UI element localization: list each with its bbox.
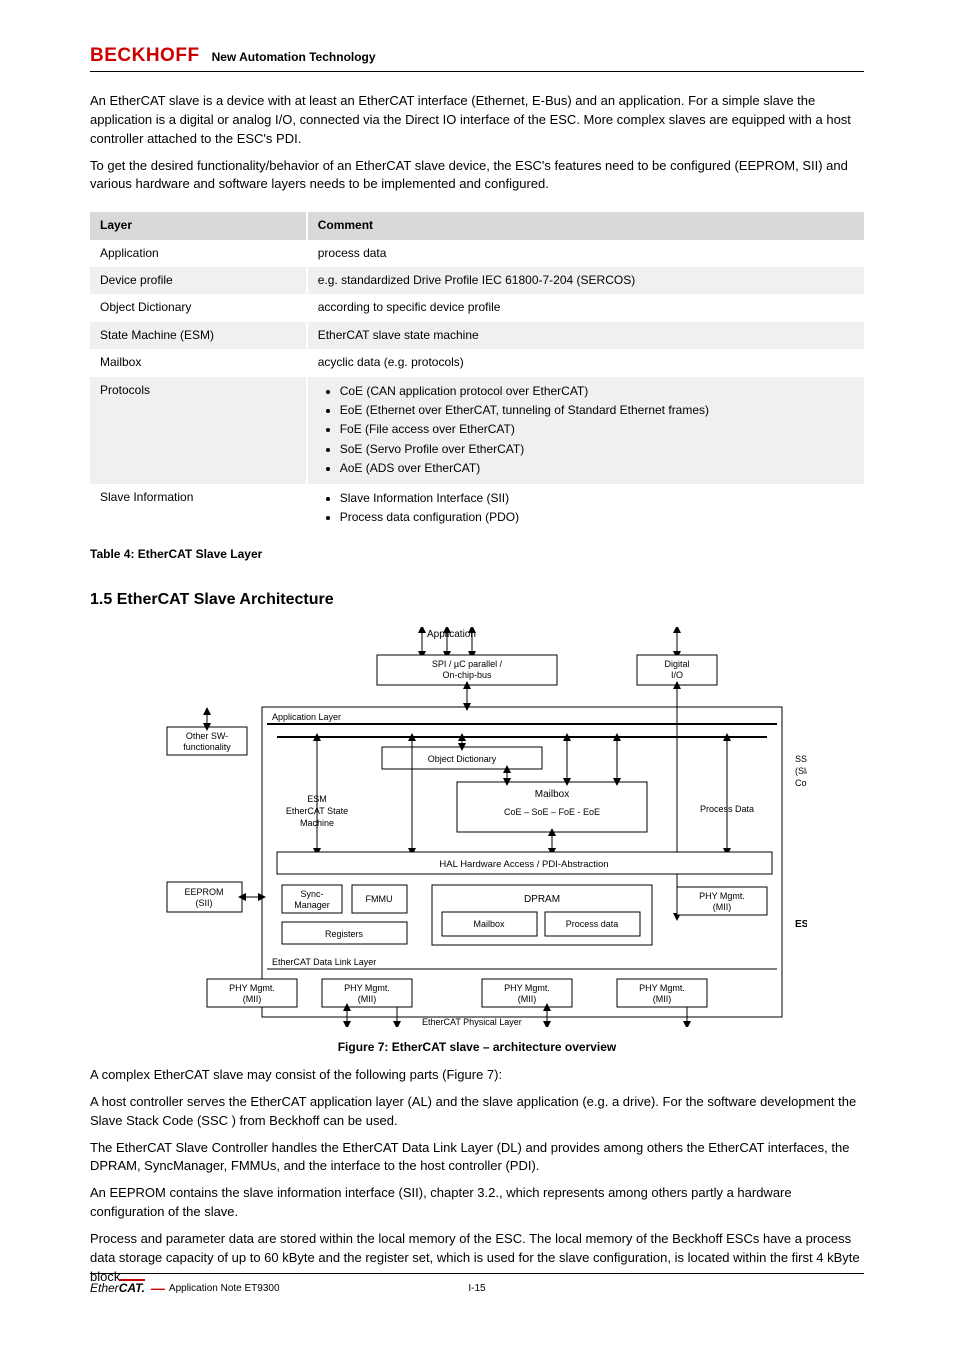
list-item: FoE (File access over EtherCAT) [340,420,854,439]
intro-para-2: To get the desired functionality/behavio… [90,157,864,195]
lbl-application: Application [427,629,476,640]
cell: State Machine (ESM) [90,322,307,349]
brand-logo: BECKHOFF [90,45,200,67]
slaveinfo-list: Slave Information Interface (SII) Proces… [318,489,854,528]
cell-list: Slave Information Interface (SII) Proces… [307,484,864,533]
svg-text:(MII): (MII) [243,994,262,1004]
svg-text:(MII): (MII) [358,994,377,1004]
cell: Mailbox [90,349,307,376]
svg-text:EtherCAT Physical Layer: EtherCAT Physical Layer [422,1017,522,1027]
svg-text:DPRAM: DPRAM [524,894,560,905]
svg-text:PHY Mgmt.: PHY Mgmt. [344,983,390,993]
cell: according to specific device profile [307,294,864,321]
svg-text:FMMU: FMMU [366,894,393,904]
layer-table: Layer Comment Applicationprocess data De… [90,212,864,532]
svg-text:SPI / µC parallel /: SPI / µC parallel / [432,659,503,669]
svg-text:Other SW-: Other SW- [186,731,228,741]
cell: acyclic data (e.g. protocols) [307,349,864,376]
svg-text:Application Layer: Application Layer [272,712,341,722]
cell: Application [90,240,307,267]
architecture-diagram: Application SPI / µC parallel / On-chip-… [147,627,807,1027]
section-heading: 1.5 EtherCAT Slave Architecture [90,588,864,611]
svg-text:EtherCAT Data Link Layer: EtherCAT Data Link Layer [272,957,376,967]
post-fig-1: A complex EtherCAT slave may consist of … [90,1066,864,1085]
svg-text:Code): Code) [795,778,807,788]
cell-list: CoE (CAN application protocol over Ether… [307,377,864,484]
svg-text:Digital: Digital [664,659,689,669]
cell: Slave Information [90,484,307,533]
footer-left: EtherCAT. — Application Note ET9300 [90,1280,280,1296]
footer-note: Application Note ET9300 [169,1283,280,1294]
svg-text:Sync-: Sync- [300,889,323,899]
svg-text:I/O: I/O [671,670,683,680]
svg-text:(SII): (SII) [196,898,213,908]
svg-text:PHY Mgmt.: PHY Mgmt. [504,983,550,993]
cell: Object Dictionary [90,294,307,321]
brand-tagline: New Automation Technology [212,50,376,64]
svg-text:PHY Mgmt.: PHY Mgmt. [229,983,275,993]
list-item: Process data configuration (PDO) [340,508,854,527]
ethercat-dash-icon: — [151,1280,163,1296]
post-fig-4: An EEPROM contains the slave information… [90,1184,864,1222]
svg-text:Object Dictionary: Object Dictionary [428,754,497,764]
svg-text:CoE – SoE – FoE - EoE: CoE – SoE – FoE - EoE [504,807,600,817]
list-item: SoE (Servo Profile over EtherCAT) [340,440,854,459]
list-item: Slave Information Interface (SII) [340,489,854,508]
post-fig-2: A host controller serves the EtherCAT ap… [90,1093,864,1131]
ethercat-logo: EtherCAT. [90,1281,145,1295]
svg-text:PHY Mgmt.: PHY Mgmt. [639,983,685,993]
content-area: An EtherCAT slave is a device with at le… [0,72,954,1287]
page-header: BECKHOFF New Automation Technology [0,0,954,72]
cell: Protocols [90,377,307,484]
list-item: CoE (CAN application protocol over Ether… [340,382,854,401]
svg-text:Mailbox: Mailbox [535,789,569,800]
svg-text:Manager: Manager [294,900,330,910]
cell: EtherCAT slave state machine [307,322,864,349]
svg-text:functionality: functionality [183,742,231,752]
svg-text:Process data: Process data [566,919,619,929]
svg-text:(MII): (MII) [518,994,537,1004]
svg-text:HAL Hardware Access / PDI-Abst: HAL Hardware Access / PDI-Abstraction [439,859,608,870]
svg-text:(MII): (MII) [713,902,732,912]
svg-text:On-chip-bus: On-chip-bus [442,670,492,680]
list-item: EoE (Ethernet over EtherCAT, tunneling o… [340,401,854,420]
svg-text:EEPROM: EEPROM [184,887,223,897]
svg-text:(Slave Stack: (Slave Stack [795,766,807,776]
brand-line: BECKHOFF New Automation Technology [90,45,864,72]
post-fig-3: The EtherCAT Slave Controller handles th… [90,1139,864,1177]
svg-text:(MII): (MII) [653,994,672,1004]
svg-text:Registers: Registers [325,929,364,939]
cell: Device profile [90,267,307,294]
footer-pageno: I-15 [468,1283,485,1294]
protocol-list: CoE (CAN application protocol over Ether… [318,382,854,479]
svg-text:PHY Mgmt.: PHY Mgmt. [699,891,745,901]
list-item: AoE (ADS over EtherCAT) [340,459,854,478]
th-comment: Comment [307,212,864,239]
th-layer: Layer [90,212,307,239]
page-footer: EtherCAT. — Application Note ET9300 I-15 [90,1273,864,1296]
figure-caption: Figure 7: EtherCAT slave – architecture … [90,1039,864,1056]
svg-text:ESC: ESC [795,919,807,930]
svg-text:SSC: SSC [795,754,807,764]
intro-para-1: An EtherCAT slave is a device with at le… [90,92,864,149]
cell: e.g. standardized Drive Profile IEC 6180… [307,267,864,294]
table-caption: Table 4: EtherCAT Slave Layer [90,546,864,563]
svg-text:Mailbox: Mailbox [473,919,505,929]
figure-wrap: Application SPI / µC parallel / On-chip-… [90,627,864,1056]
cell: process data [307,240,864,267]
